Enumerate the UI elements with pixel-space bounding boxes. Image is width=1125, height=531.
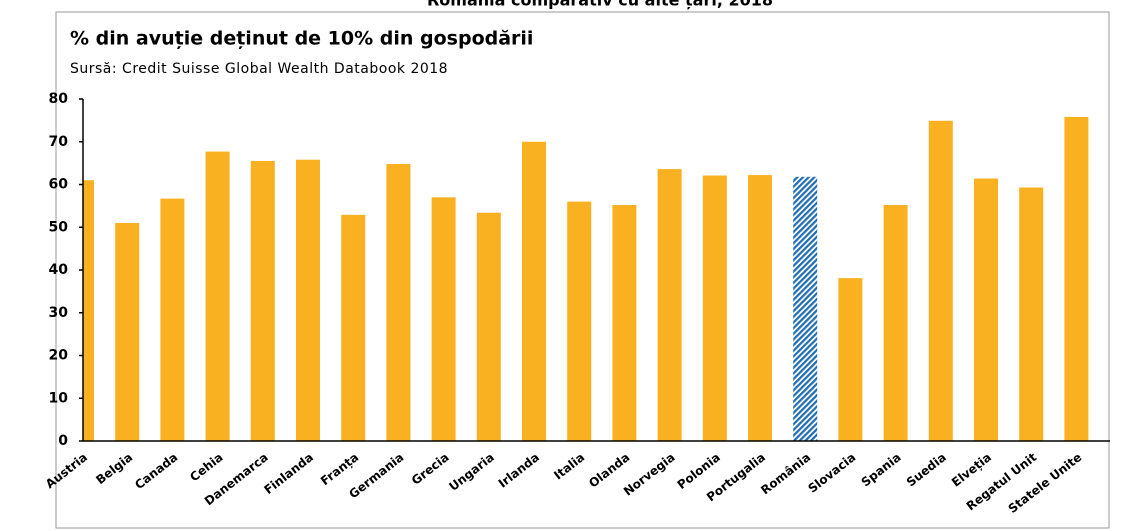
bar bbox=[160, 198, 185, 441]
bar bbox=[567, 201, 592, 441]
bar bbox=[205, 151, 230, 441]
bars bbox=[83, 116, 1089, 442]
y-tick-label: 0 bbox=[58, 433, 68, 449]
bar bbox=[1064, 116, 1089, 441]
bar bbox=[522, 141, 546, 441]
y-tick-label: 80 bbox=[49, 91, 69, 107]
bar bbox=[702, 175, 727, 441]
y-tick-label: 20 bbox=[49, 348, 69, 364]
bar bbox=[612, 205, 637, 441]
bar bbox=[1019, 187, 1044, 441]
y-tick-label: 30 bbox=[49, 305, 69, 321]
chart-subtitle: Sursă: Credit Suisse Global Wealth Datab… bbox=[70, 61, 448, 77]
bar bbox=[974, 178, 998, 441]
y-tick-label: 50 bbox=[49, 219, 69, 235]
chart-title: % din avuție deținut de 10% din gospodăr… bbox=[70, 28, 533, 50]
bar bbox=[928, 120, 953, 442]
y-tick-label: 10 bbox=[49, 390, 69, 406]
bar bbox=[296, 159, 320, 441]
y-tick-label: 60 bbox=[49, 177, 69, 193]
header: România comparativ cu alte țări, 2018 bbox=[427, 0, 773, 10]
bar bbox=[748, 175, 772, 441]
bar bbox=[386, 163, 411, 442]
bar bbox=[83, 180, 94, 441]
bar bbox=[793, 176, 818, 441]
bar bbox=[431, 197, 456, 441]
bar bbox=[657, 169, 682, 442]
bar bbox=[838, 278, 863, 441]
y-tick-label: 70 bbox=[49, 134, 69, 150]
bar bbox=[250, 160, 275, 442]
bar bbox=[476, 212, 501, 441]
bar bbox=[341, 214, 366, 441]
y-tick-label: 40 bbox=[49, 262, 69, 278]
bar bbox=[115, 222, 140, 441]
bar bbox=[883, 205, 908, 441]
